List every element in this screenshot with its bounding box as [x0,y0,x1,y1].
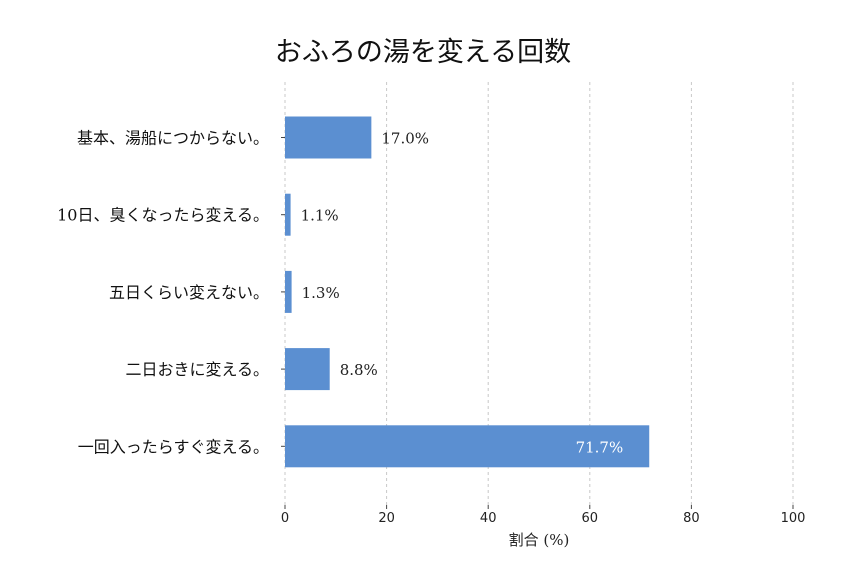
x-axis-label: 割合 (%) [509,531,570,549]
x-tick-label: 80 [683,511,700,526]
bar [285,116,372,159]
x-tick-label: 100 [781,511,806,526]
chart-title: おふろの湯を変える回数 [274,37,572,68]
bar [285,348,330,391]
category-labels: 基本、湯船につからない。 10日、臭くなったら変える。五日くらい変えない。二日おき… [57,129,285,456]
bars [285,116,650,468]
x-tick-label: 0 [281,511,289,526]
bar [285,425,650,468]
category-label: 一回入ったらすぐ変える。 [78,437,269,456]
x-axis-ticks: 0 20 40 60 80 100 [281,505,806,526]
category-label: 基本、湯船につからない。 [77,129,269,148]
value-label: 1.1% [301,207,339,225]
category-label: 10日、臭くなったら変える。 [57,206,269,225]
value-label: 71.7% [576,438,624,456]
value-label: 17.0% [381,130,429,148]
x-tick-label: 60 [582,511,599,526]
x-tick-label: 20 [378,511,395,526]
value-labels: 17.0% 1.1% 1.3% 8.8% 71.7% [301,130,624,457]
category-label: 五日くらい変えない。 [109,283,269,302]
value-label: 1.3% [302,284,340,302]
bar [285,270,292,313]
bar [285,193,291,236]
x-tick-label: 40 [480,511,497,526]
category-label: 二日おきに変える。 [125,360,269,379]
value-label: 8.8% [340,361,378,379]
